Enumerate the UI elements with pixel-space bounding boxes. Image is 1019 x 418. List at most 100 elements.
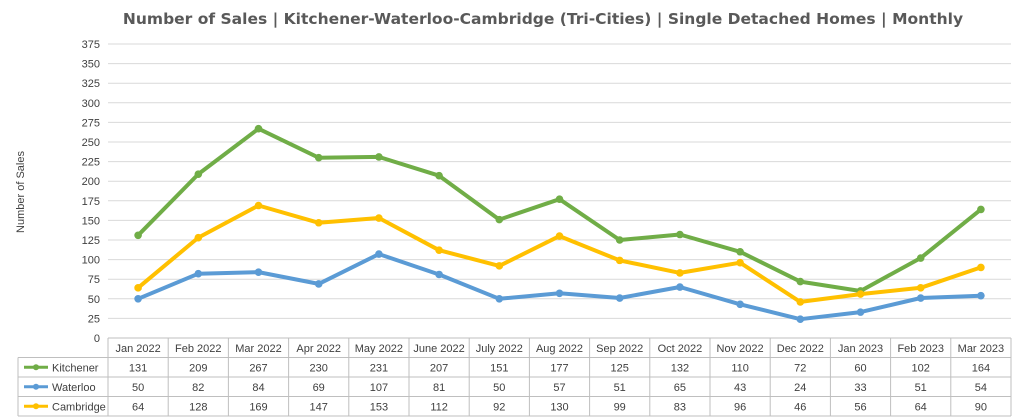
data-point-kitchener bbox=[314, 153, 323, 162]
data-point-waterloo bbox=[977, 291, 985, 300]
table-cell-cambridge: 92 bbox=[493, 401, 505, 413]
y-tick-label: 175 bbox=[82, 196, 100, 208]
table-cell-cambridge: 64 bbox=[132, 401, 144, 413]
x-tick-label-nov-2022: Nov 2022 bbox=[717, 343, 764, 355]
table-cell-waterloo: 82 bbox=[192, 382, 204, 394]
legend-item-waterloo: Waterloo bbox=[24, 382, 96, 394]
table-cell-cambridge: 99 bbox=[614, 401, 626, 413]
y-tick-label: 250 bbox=[82, 137, 100, 149]
y-tick-label: 75 bbox=[88, 274, 100, 286]
data-point-cambridge bbox=[676, 269, 684, 277]
table-cell-cambridge: 130 bbox=[550, 401, 568, 413]
series-kitchener bbox=[134, 124, 985, 295]
series-lines bbox=[134, 124, 985, 323]
table-cell-kitchener: 209 bbox=[189, 362, 207, 374]
table-cell-cambridge: 112 bbox=[430, 401, 448, 413]
table-cell-kitchener: 151 bbox=[490, 362, 508, 374]
data-point-cambridge bbox=[555, 232, 564, 240]
table-cell-kitchener: 60 bbox=[854, 362, 866, 374]
data-point-waterloo bbox=[856, 308, 865, 316]
data-point-cambridge bbox=[615, 256, 624, 265]
table-cell-cambridge: 46 bbox=[794, 401, 806, 413]
data-point-cambridge bbox=[495, 262, 504, 270]
legend-key-marker bbox=[33, 364, 39, 371]
table-cell-kitchener: 267 bbox=[249, 362, 267, 374]
x-tick-label-feb-2022: Feb 2022 bbox=[175, 343, 221, 355]
data-point-kitchener bbox=[435, 171, 443, 180]
data-point-kitchener bbox=[254, 124, 263, 133]
data-point-waterloo bbox=[676, 283, 684, 291]
data-point-cambridge bbox=[796, 298, 805, 306]
y-tick-label: 50 bbox=[88, 294, 100, 306]
table-cell-cambridge: 96 bbox=[734, 401, 746, 413]
data-point-cambridge bbox=[254, 201, 263, 210]
legend-label: Kitchener bbox=[52, 362, 99, 374]
table-cell-kitchener: 131 bbox=[129, 362, 147, 374]
table-cell-waterloo: 107 bbox=[370, 382, 388, 394]
data-point-kitchener bbox=[194, 170, 203, 178]
x-tick-label-apr-2022: Apr 2022 bbox=[296, 343, 341, 355]
x-tick-label-dec-2022: Dec 2022 bbox=[777, 343, 824, 355]
data-point-cambridge bbox=[314, 218, 323, 227]
y-tick-label: 325 bbox=[82, 78, 100, 90]
data-point-cambridge bbox=[856, 290, 865, 298]
data-point-waterloo bbox=[555, 289, 564, 298]
table-cell-waterloo: 43 bbox=[734, 382, 746, 394]
table-cell-waterloo: 51 bbox=[915, 382, 927, 394]
table-cell-kitchener: 102 bbox=[912, 362, 930, 374]
data-point-waterloo bbox=[314, 280, 323, 288]
table-cell-waterloo: 33 bbox=[854, 382, 866, 394]
data-point-waterloo bbox=[254, 268, 263, 276]
table-cell-cambridge: 153 bbox=[370, 401, 388, 413]
x-tick-label-may-2022: May 2022 bbox=[355, 343, 403, 355]
x-tick-label-jan-2022: Jan 2022 bbox=[115, 343, 160, 355]
data-point-waterloo bbox=[435, 270, 443, 279]
table-cell-cambridge: 169 bbox=[249, 401, 267, 413]
table-cell-waterloo: 50 bbox=[132, 382, 144, 394]
y-tick-label: 125 bbox=[82, 235, 100, 247]
legend-item-cambridge: Cambridge bbox=[24, 401, 106, 413]
table-cell-cambridge: 56 bbox=[854, 401, 866, 413]
data-point-waterloo bbox=[736, 300, 744, 309]
y-tick-label: 300 bbox=[82, 98, 100, 110]
table-cell-kitchener: 177 bbox=[550, 362, 568, 374]
data-point-kitchener bbox=[375, 153, 383, 161]
data-point-cambridge bbox=[375, 214, 383, 222]
table-cell-kitchener: 164 bbox=[972, 362, 990, 374]
data-point-waterloo bbox=[375, 250, 383, 258]
data-point-cambridge bbox=[977, 263, 985, 272]
y-tick-label: 275 bbox=[82, 117, 100, 129]
legend-label: Cambridge bbox=[52, 401, 106, 413]
x-tick-label-mar-2022: Mar 2022 bbox=[235, 343, 281, 355]
table-cell-waterloo: 69 bbox=[313, 382, 325, 394]
series-cambridge bbox=[134, 201, 985, 306]
table-cell-waterloo: 81 bbox=[433, 382, 445, 394]
table-cell-cambridge: 64 bbox=[915, 401, 927, 413]
data-point-cambridge bbox=[736, 258, 744, 267]
x-tick-label-mar-2023: Mar 2023 bbox=[958, 343, 1004, 355]
table-cell-cambridge: 147 bbox=[310, 401, 328, 413]
data-point-waterloo bbox=[796, 315, 805, 323]
series-line-waterloo bbox=[136, 252, 983, 322]
data-point-cambridge bbox=[916, 284, 925, 292]
y-tick-label: 100 bbox=[82, 255, 100, 267]
data-point-waterloo bbox=[495, 295, 504, 303]
gridlines bbox=[108, 43, 1011, 319]
y-tick-label: 350 bbox=[82, 59, 100, 71]
data-point-kitchener bbox=[977, 205, 985, 214]
y-tick-label: 200 bbox=[82, 176, 100, 188]
y-axis-ticks: 0 25 50 75 100 125 150 175 200 225 250 275 300 325 350… bbox=[82, 39, 100, 345]
table-cell-waterloo: 54 bbox=[975, 382, 987, 394]
legend-key-marker bbox=[33, 403, 39, 410]
table-cell-kitchener: 231 bbox=[370, 362, 388, 374]
x-tick-label-feb-2023: Feb 2023 bbox=[897, 343, 943, 355]
chart-title: Number of Sales | Kitchener-Waterloo-Cam… bbox=[123, 10, 963, 29]
x-tick-label-aug-2022: Aug 2022 bbox=[536, 343, 583, 355]
table-cell-cambridge: 128 bbox=[189, 401, 207, 413]
table-cell-kitchener: 207 bbox=[430, 362, 448, 374]
table-cell-waterloo: 65 bbox=[674, 382, 686, 394]
x-tick-label-sep-2022: Sep 2022 bbox=[596, 343, 643, 355]
table-cell-kitchener: 125 bbox=[611, 362, 629, 374]
series-line-kitchener bbox=[136, 126, 983, 293]
